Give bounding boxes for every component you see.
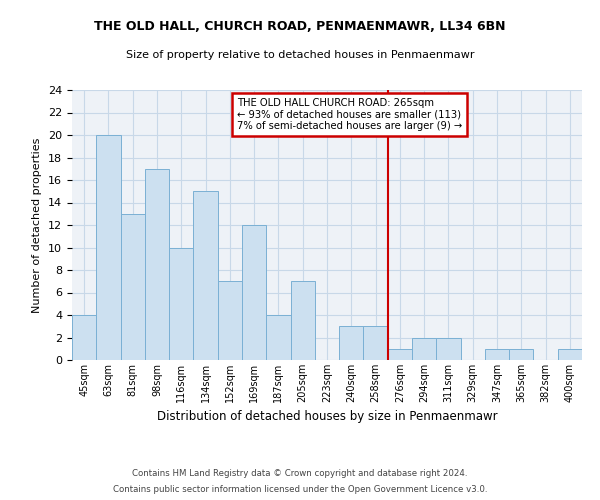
Bar bbox=[339, 326, 364, 360]
Bar bbox=[558, 349, 582, 360]
Text: THE OLD HALL, CHURCH ROAD, PENMAENMAWR, LL34 6BN: THE OLD HALL, CHURCH ROAD, PENMAENMAWR, … bbox=[94, 20, 506, 33]
Bar bbox=[169, 248, 193, 360]
Bar bbox=[72, 315, 96, 360]
Bar bbox=[388, 349, 412, 360]
X-axis label: Distribution of detached houses by size in Penmaenmawr: Distribution of detached houses by size … bbox=[157, 410, 497, 424]
Bar bbox=[290, 281, 315, 360]
Bar bbox=[364, 326, 388, 360]
Bar bbox=[485, 349, 509, 360]
Bar bbox=[509, 349, 533, 360]
Bar bbox=[218, 281, 242, 360]
Text: Contains HM Land Registry data © Crown copyright and database right 2024.: Contains HM Land Registry data © Crown c… bbox=[132, 468, 468, 477]
Text: Contains public sector information licensed under the Open Government Licence v3: Contains public sector information licen… bbox=[113, 485, 487, 494]
Bar bbox=[412, 338, 436, 360]
Text: THE OLD HALL CHURCH ROAD: 265sqm
← 93% of detached houses are smaller (113)
7% o: THE OLD HALL CHURCH ROAD: 265sqm ← 93% o… bbox=[237, 98, 463, 131]
Y-axis label: Number of detached properties: Number of detached properties bbox=[32, 138, 43, 312]
Bar bbox=[242, 225, 266, 360]
Bar bbox=[436, 338, 461, 360]
Bar bbox=[145, 169, 169, 360]
Bar bbox=[96, 135, 121, 360]
Bar bbox=[121, 214, 145, 360]
Bar bbox=[193, 191, 218, 360]
Text: Size of property relative to detached houses in Penmaenmawr: Size of property relative to detached ho… bbox=[126, 50, 474, 60]
Bar bbox=[266, 315, 290, 360]
